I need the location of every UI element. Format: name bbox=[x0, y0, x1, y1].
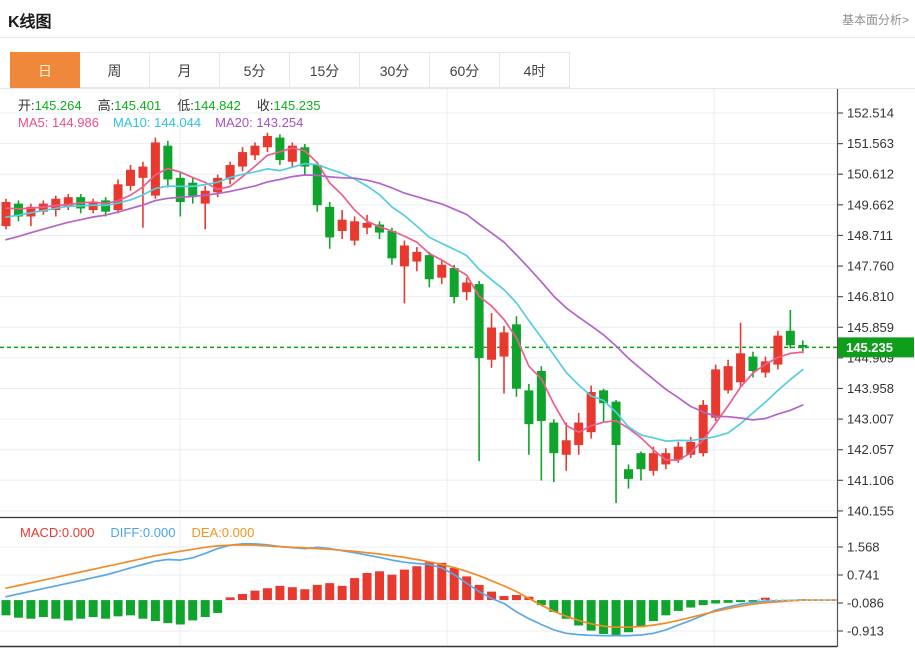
price-axis-labels: 152.514 151.563 150.612 149.662 148.711 147.7… bbox=[837, 106, 894, 518]
svg-text:-0.086: -0.086 bbox=[847, 596, 884, 611]
tab-week[interactable]: 周 bbox=[80, 52, 150, 88]
ma20-line bbox=[5, 174, 804, 421]
candles bbox=[1, 132, 808, 504]
svg-text:147.760: 147.760 bbox=[847, 259, 894, 274]
svg-text:150.612: 150.612 bbox=[847, 167, 894, 182]
svg-text:141.106: 141.106 bbox=[847, 473, 894, 488]
tab-30min[interactable]: 30分 bbox=[360, 52, 430, 88]
tab-4hour[interactable]: 4时 bbox=[500, 52, 570, 88]
svg-text:148.711: 148.711 bbox=[847, 228, 893, 243]
svg-text:146.810: 146.810 bbox=[847, 289, 894, 304]
svg-text:140.155: 140.155 bbox=[847, 503, 894, 518]
svg-text:145.859: 145.859 bbox=[847, 320, 894, 335]
fundamental-analysis-link[interactable]: 基本面分析> bbox=[841, 13, 909, 27]
svg-text:143.958: 143.958 bbox=[847, 381, 894, 396]
svg-text:0.741: 0.741 bbox=[847, 568, 880, 583]
svg-text:152.514: 152.514 bbox=[847, 106, 894, 121]
tab-day[interactable]: 日 bbox=[10, 52, 80, 88]
svg-text:149.662: 149.662 bbox=[847, 197, 894, 212]
tab-month[interactable]: 月 bbox=[150, 52, 220, 88]
tab-60min[interactable]: 60分 bbox=[430, 52, 500, 88]
svg-text:1.568: 1.568 bbox=[847, 540, 880, 555]
svg-text:142.057: 142.057 bbox=[847, 442, 894, 457]
svg-text:-0.913: -0.913 bbox=[847, 624, 884, 639]
macd-histogram bbox=[1, 562, 808, 635]
page-title: K线图 bbox=[8, 14, 52, 31]
ma10-line bbox=[5, 162, 804, 442]
diff-line bbox=[5, 543, 838, 637]
svg-text:145.235: 145.235 bbox=[846, 340, 893, 355]
period-tab-bar: 日周月 5分 15分 30分 60分 4时 bbox=[0, 52, 915, 89]
header: K线图 基本面分析> bbox=[0, 0, 915, 38]
macd-axis-labels: 1.568 0.741 -0.086 -0.913 bbox=[837, 540, 884, 639]
ma5-line bbox=[5, 147, 804, 462]
svg-text:143.007: 143.007 bbox=[847, 412, 894, 427]
price-grid bbox=[0, 88, 837, 646]
dea-line bbox=[5, 544, 838, 629]
svg-text:151.563: 151.563 bbox=[847, 136, 894, 151]
pane-borders bbox=[0, 88, 839, 648]
tab-15min[interactable]: 15分 bbox=[290, 52, 360, 88]
tab-5min[interactable]: 5分 bbox=[220, 52, 290, 88]
current-price-tag: 145.235 bbox=[838, 337, 914, 358]
